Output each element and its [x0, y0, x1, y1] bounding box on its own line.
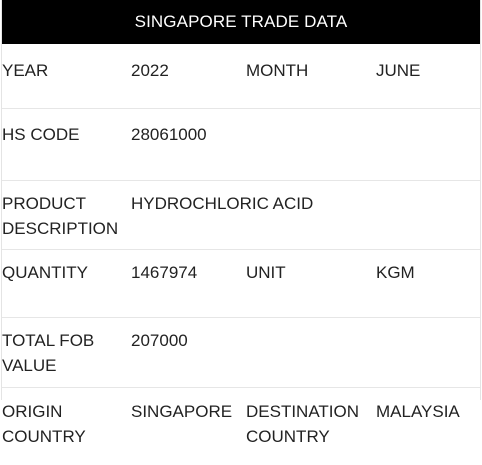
table-row-hs-code: HS CODE 28061000	[2, 109, 480, 181]
table-row-quantity: QUANTITY 1467974 UNIT KGM	[2, 250, 480, 318]
label-origin-line2: COUNTRY	[2, 424, 131, 449]
value-year: 2022	[131, 44, 246, 109]
table-row-product: PRODUCT DESCRIPTION HYDROCHLORIC ACID	[2, 181, 480, 250]
table-row-fob: TOTAL FOB VALUE 207000	[2, 318, 480, 388]
value-origin-country: SINGAPORE	[131, 388, 246, 465]
label-hs-code: HS CODE	[2, 109, 131, 181]
label-origin-country: ORIGIN COUNTRY	[2, 388, 131, 465]
value-destination-country: MALAYSIA	[376, 388, 480, 465]
value-quantity: 1467974	[131, 250, 246, 318]
label-product-description: PRODUCT DESCRIPTION	[2, 181, 131, 250]
empty-cell	[376, 318, 480, 388]
trade-data-card: SINGAPORE TRADE DATA YEAR 2022 MONTH JUN…	[1, 0, 481, 400]
value-hs-code: 28061000	[131, 109, 246, 181]
table-title: SINGAPORE TRADE DATA	[2, 0, 480, 44]
table-title-text: SINGAPORE TRADE DATA	[135, 12, 348, 32]
label-destination-line1: DESTINATION	[246, 399, 376, 424]
empty-cell	[246, 318, 376, 388]
table-row-origin: ORIGIN COUNTRY SINGAPORE DESTINATION COU…	[2, 388, 480, 465]
label-product-line1: PRODUCT	[2, 191, 131, 216]
label-destination-line2: COUNTRY	[246, 424, 376, 449]
trade-data-table: YEAR 2022 MONTH JUNE HS CODE 28061000 PR…	[2, 44, 480, 465]
label-total-fob-value: TOTAL FOB VALUE	[2, 318, 131, 388]
label-fob-line2: VALUE	[2, 353, 131, 378]
empty-cell	[246, 109, 376, 181]
label-product-line2: DESCRIPTION	[2, 216, 131, 241]
label-quantity: QUANTITY	[2, 250, 131, 318]
value-total-fob: 207000	[131, 318, 246, 388]
label-unit: UNIT	[246, 250, 376, 318]
label-month: MONTH	[246, 44, 376, 109]
table-row-year: YEAR 2022 MONTH JUNE	[2, 44, 480, 109]
label-destination-country: DESTINATION COUNTRY	[246, 388, 376, 465]
label-fob-line1: TOTAL FOB	[2, 328, 131, 353]
value-product-description: HYDROCHLORIC ACID	[131, 181, 480, 250]
label-year: YEAR	[2, 44, 131, 109]
value-month: JUNE	[376, 44, 480, 109]
value-unit: KGM	[376, 250, 480, 318]
empty-cell	[376, 109, 480, 181]
label-origin-line1: ORIGIN	[2, 399, 131, 424]
